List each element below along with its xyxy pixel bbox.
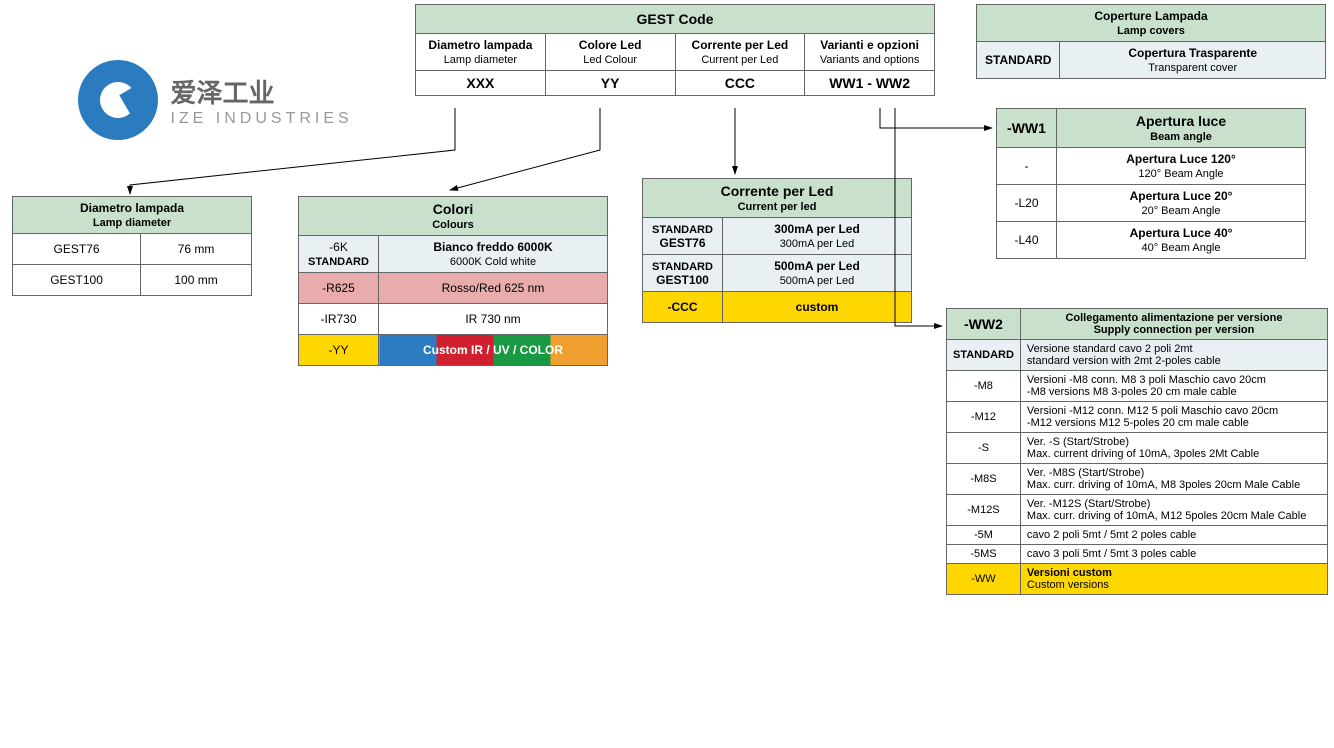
cr-r2-code: -CCC (643, 292, 723, 323)
gest-title: GEST Code (416, 5, 935, 34)
sp-r4-code: -M8S (947, 464, 1021, 495)
ap-r2-dit: Apertura Luce 40° (1130, 226, 1233, 240)
ap-r2-code: -L40 (997, 222, 1057, 259)
apertura-table: -WW1 Apertura luce Beam angle - Apertura L… (996, 108, 1306, 259)
gc-val0: XXX (416, 71, 546, 96)
gc-val2: CCC (675, 71, 805, 96)
sp-r2-l2: -M12 versions M12 5-poles 20 cm male cab… (1027, 417, 1249, 429)
cr-title-en: Current per led (738, 201, 817, 213)
ld-title-it: Diametro lampada (80, 201, 184, 215)
gc-col1-it: Colore Led (579, 38, 642, 52)
gc-col2-en: Current per Led (701, 54, 778, 66)
sp-code: -WW2 (947, 309, 1021, 340)
sp-title-en: Supply connection per version (1094, 324, 1255, 336)
sp-r3-code: -S (947, 433, 1021, 464)
cr-r0-code: GEST76 (659, 236, 705, 250)
cv-r0-den: Transparent cover (1148, 62, 1237, 74)
cl-r2-desc: IR 730 nm (379, 304, 608, 335)
gc-col1-en: Led Colour (583, 54, 637, 66)
ld-r0-val: 76 mm (141, 234, 252, 265)
gc-val3: WW1 - WW2 (805, 71, 935, 96)
cv-title-it: Coperture Lampada (1094, 9, 1207, 23)
cl-title-en: Colours (432, 219, 474, 231)
gest-code-table: GEST Code Diametro lampadaLamp diameter … (415, 4, 935, 96)
sp-r3-l2: Max. current driving of 10mA, 3poles 2Mt… (1027, 448, 1259, 460)
sp-r4-l2: Max. curr. driving of 10mA, M8 3poles 20… (1027, 479, 1300, 491)
sp-r8-l1: Versioni custom (1027, 567, 1112, 579)
sp-r0-std: STANDARD (947, 340, 1021, 371)
ap-r0-code: - (997, 148, 1057, 185)
cr-r2-desc: custom (723, 292, 912, 323)
ld-r1-code: GEST100 (13, 265, 141, 296)
cr-r0-dit: 300mA per Led (774, 222, 860, 236)
cr-r1-std: STANDARD (652, 261, 713, 273)
ld-r1-val: 100 mm (141, 265, 252, 296)
gc-col0-it: Diametro lampada (428, 38, 532, 52)
ld-r0-code: GEST76 (13, 234, 141, 265)
ap-code: -WW1 (997, 109, 1057, 148)
sp-r0-l2: standard version with 2mt 2-poles cable (1027, 355, 1221, 367)
colori-table: Colori Colours -6K STANDARD Bianco freddo … (298, 196, 608, 366)
sp-r1-l2: -M8 versions M8 3-poles 20 cm male cable (1027, 386, 1237, 398)
ap-r0-dit: Apertura Luce 120° (1126, 152, 1236, 166)
sp-r8-code: -WW (947, 564, 1021, 595)
cr-r0-den: 300mA per Led (780, 238, 855, 250)
cr-title-it: Corrente per Led (721, 183, 834, 199)
cl-r1-desc: Rosso/Red 625 nm (379, 273, 608, 304)
gc-col2-it: Corrente per Led (692, 38, 789, 52)
ap-title-en: Beam angle (1150, 131, 1212, 143)
sp-r2-l1: Versioni -M12 conn. M12 5 poli Maschio c… (1027, 405, 1278, 417)
cl-r0-std: STANDARD (308, 256, 369, 268)
sp-title-it: Collegamento alimentazione per versione (1065, 312, 1282, 324)
sp-r2-code: -M12 (947, 402, 1021, 433)
cr-r0-std: STANDARD (652, 224, 713, 236)
cv-r0-dit: Copertura Trasparente (1128, 46, 1257, 60)
gc-val1: YY (545, 71, 675, 96)
sp-r3-l1: Ver. -S (Start/Strobe) (1027, 436, 1129, 448)
cl-r1-code: -R625 (299, 273, 379, 304)
cl-r3-code: -YY (299, 335, 379, 366)
cl-r0-den: 6000K Cold white (450, 256, 536, 268)
sp-r5-code: -M12S (947, 495, 1021, 526)
cl-title-it: Colori (433, 201, 473, 217)
sp-r4-l1: Ver. -M8S (Start/Strobe) (1027, 467, 1144, 479)
cr-r1-code: GEST100 (656, 273, 709, 287)
ap-r1-code: -L20 (997, 185, 1057, 222)
gc-col3-it: Varianti e opzioni (820, 38, 919, 52)
ap-r0-den: 120° Beam Angle (1138, 168, 1223, 180)
sp-r5-l1: Ver. -M12S (Start/Strobe) (1027, 498, 1151, 510)
covers-table: Coperture Lampada Lamp covers STANDARD Cop… (976, 4, 1326, 79)
cl-r0-dit: Bianco freddo 6000K (433, 240, 552, 254)
gc-col0-en: Lamp diameter (444, 54, 517, 66)
ap-title-it: Apertura luce (1136, 113, 1226, 129)
logo-text-en: IZE INDUSTRIES (170, 110, 352, 128)
cl-r2-code: -IR730 (299, 304, 379, 335)
logo: 爱泽工业 IZE INDUSTRIES (78, 60, 388, 160)
sp-r1-l1: Versioni -M8 conn. M8 3 poli Maschio cav… (1027, 374, 1266, 386)
corrente-table: Corrente per Led Current per led STANDARD… (642, 178, 912, 323)
sp-r8-l2: Custom versions (1027, 579, 1109, 591)
logo-text-cn: 爱泽工业 (170, 73, 352, 110)
gc-col3-en: Variants and options (820, 54, 919, 66)
cr-r1-dit: 500mA per Led (774, 259, 860, 273)
ap-r1-dit: Apertura Luce 20° (1130, 189, 1233, 203)
sp-r1-code: -M8 (947, 371, 1021, 402)
ld-title-en: Lamp diameter (93, 217, 171, 229)
logo-mark-icon (78, 60, 158, 140)
cl-r3-desc: Custom IR / UV / COLOR (379, 335, 608, 366)
supply-table: -WW2 Collegamento alimentazione per vers… (946, 308, 1328, 595)
sp-r5-l2: Max. curr. driving of 10mA, M12 5poles 2… (1027, 510, 1306, 522)
sp-r7-code: -5MS (947, 545, 1021, 564)
sp-r6-l1: cavo 2 poli 5mt / 5mt 2 poles cable (1020, 526, 1327, 545)
sp-r7-l1: cavo 3 poli 5mt / 5mt 3 poles cable (1020, 545, 1327, 564)
sp-r0-l1: Versione standard cavo 2 poli 2mt (1027, 343, 1193, 355)
ap-r1-den: 20° Beam Angle (1141, 205, 1220, 217)
lamp-diameter-table: Diametro lampada Lamp diameter GEST7676 m… (12, 196, 252, 296)
cv-title-en: Lamp covers (1117, 25, 1185, 37)
cv-r0-std: STANDARD (977, 42, 1060, 79)
ap-r2-den: 40° Beam Angle (1141, 242, 1220, 254)
sp-r6-code: -5M (947, 526, 1021, 545)
cl-r0-code: -6K (329, 240, 348, 254)
cr-r1-den: 500mA per Led (780, 275, 855, 287)
